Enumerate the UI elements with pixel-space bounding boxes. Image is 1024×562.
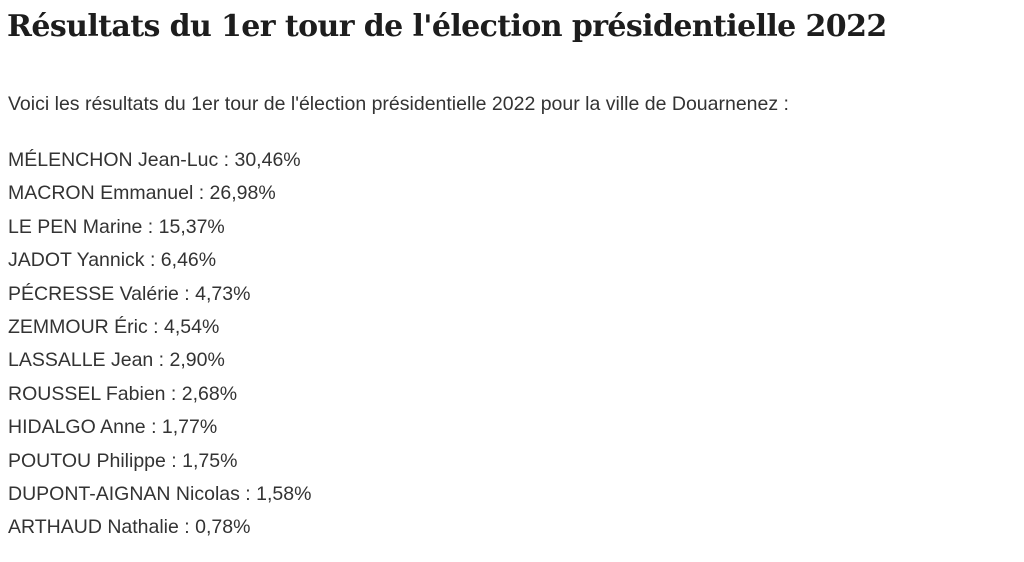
- list-item: LASSALLE Jean : 2,90%: [8, 349, 225, 372]
- list-item: ZEMMOUR Éric : 4,54%: [8, 315, 220, 338]
- list-item: DUPONT-AIGNAN Nicolas : 1,58%: [8, 482, 312, 505]
- list-item: HIDALGO Anne : 1,77%: [8, 416, 218, 439]
- page-title: Résultats du 1er tour de l'élection prés…: [7, 9, 887, 44]
- list-item: LE PEN Marine : 15,37%: [8, 215, 225, 238]
- results-list: MÉLENCHON Jean-Luc : 30,46% MACRON Emman…: [8, 144, 311, 545]
- list-item: MÉLENCHON Jean-Luc : 30,46%: [8, 149, 301, 171]
- list-item: JADOT Yannick : 6,46%: [8, 249, 217, 272]
- list-item: MACRON Emmanuel : 26,98%: [8, 182, 276, 205]
- intro-paragraph: Voici les résultats du 1er tour de l'éle…: [8, 93, 789, 115]
- list-item: PÉCRESSE Valérie : 4,73%: [8, 282, 251, 305]
- list-item: ARTHAUD Nathalie : 0,78%: [8, 516, 251, 539]
- list-item: ROUSSEL Fabien : 2,68%: [8, 382, 238, 405]
- list-item: POUTOU Philippe : 1,75%: [8, 449, 238, 472]
